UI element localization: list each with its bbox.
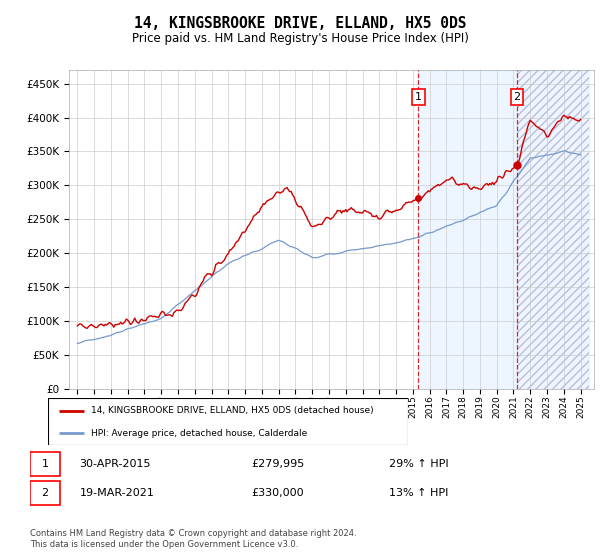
Text: 14, KINGSBROOKE DRIVE, ELLAND, HX5 0DS: 14, KINGSBROOKE DRIVE, ELLAND, HX5 0DS: [134, 16, 466, 31]
Text: 29% ↑ HPI: 29% ↑ HPI: [389, 459, 448, 469]
Text: 1: 1: [41, 459, 49, 469]
Text: 19-MAR-2021: 19-MAR-2021: [80, 488, 155, 498]
Text: HPI: Average price, detached house, Calderdale: HPI: Average price, detached house, Cald…: [91, 429, 307, 438]
Text: £330,000: £330,000: [251, 488, 304, 498]
Text: Price paid vs. HM Land Registry's House Price Index (HPI): Price paid vs. HM Land Registry's House …: [131, 31, 469, 45]
Text: Contains HM Land Registry data © Crown copyright and database right 2024.
This d: Contains HM Land Registry data © Crown c…: [30, 529, 356, 549]
Bar: [30, 451, 61, 476]
Text: 14, KINGSBROOKE DRIVE, ELLAND, HX5 0DS (detached house): 14, KINGSBROOKE DRIVE, ELLAND, HX5 0DS (…: [91, 407, 374, 416]
Bar: [418, 70, 517, 389]
Text: 13% ↑ HPI: 13% ↑ HPI: [389, 488, 448, 498]
Bar: [30, 480, 61, 505]
Text: 30-APR-2015: 30-APR-2015: [80, 459, 151, 469]
Text: £279,995: £279,995: [251, 459, 304, 469]
Bar: [517, 70, 589, 389]
Bar: [517, 70, 589, 389]
Text: 1: 1: [415, 92, 422, 102]
Text: 2: 2: [514, 92, 521, 102]
Text: 2: 2: [41, 488, 49, 498]
